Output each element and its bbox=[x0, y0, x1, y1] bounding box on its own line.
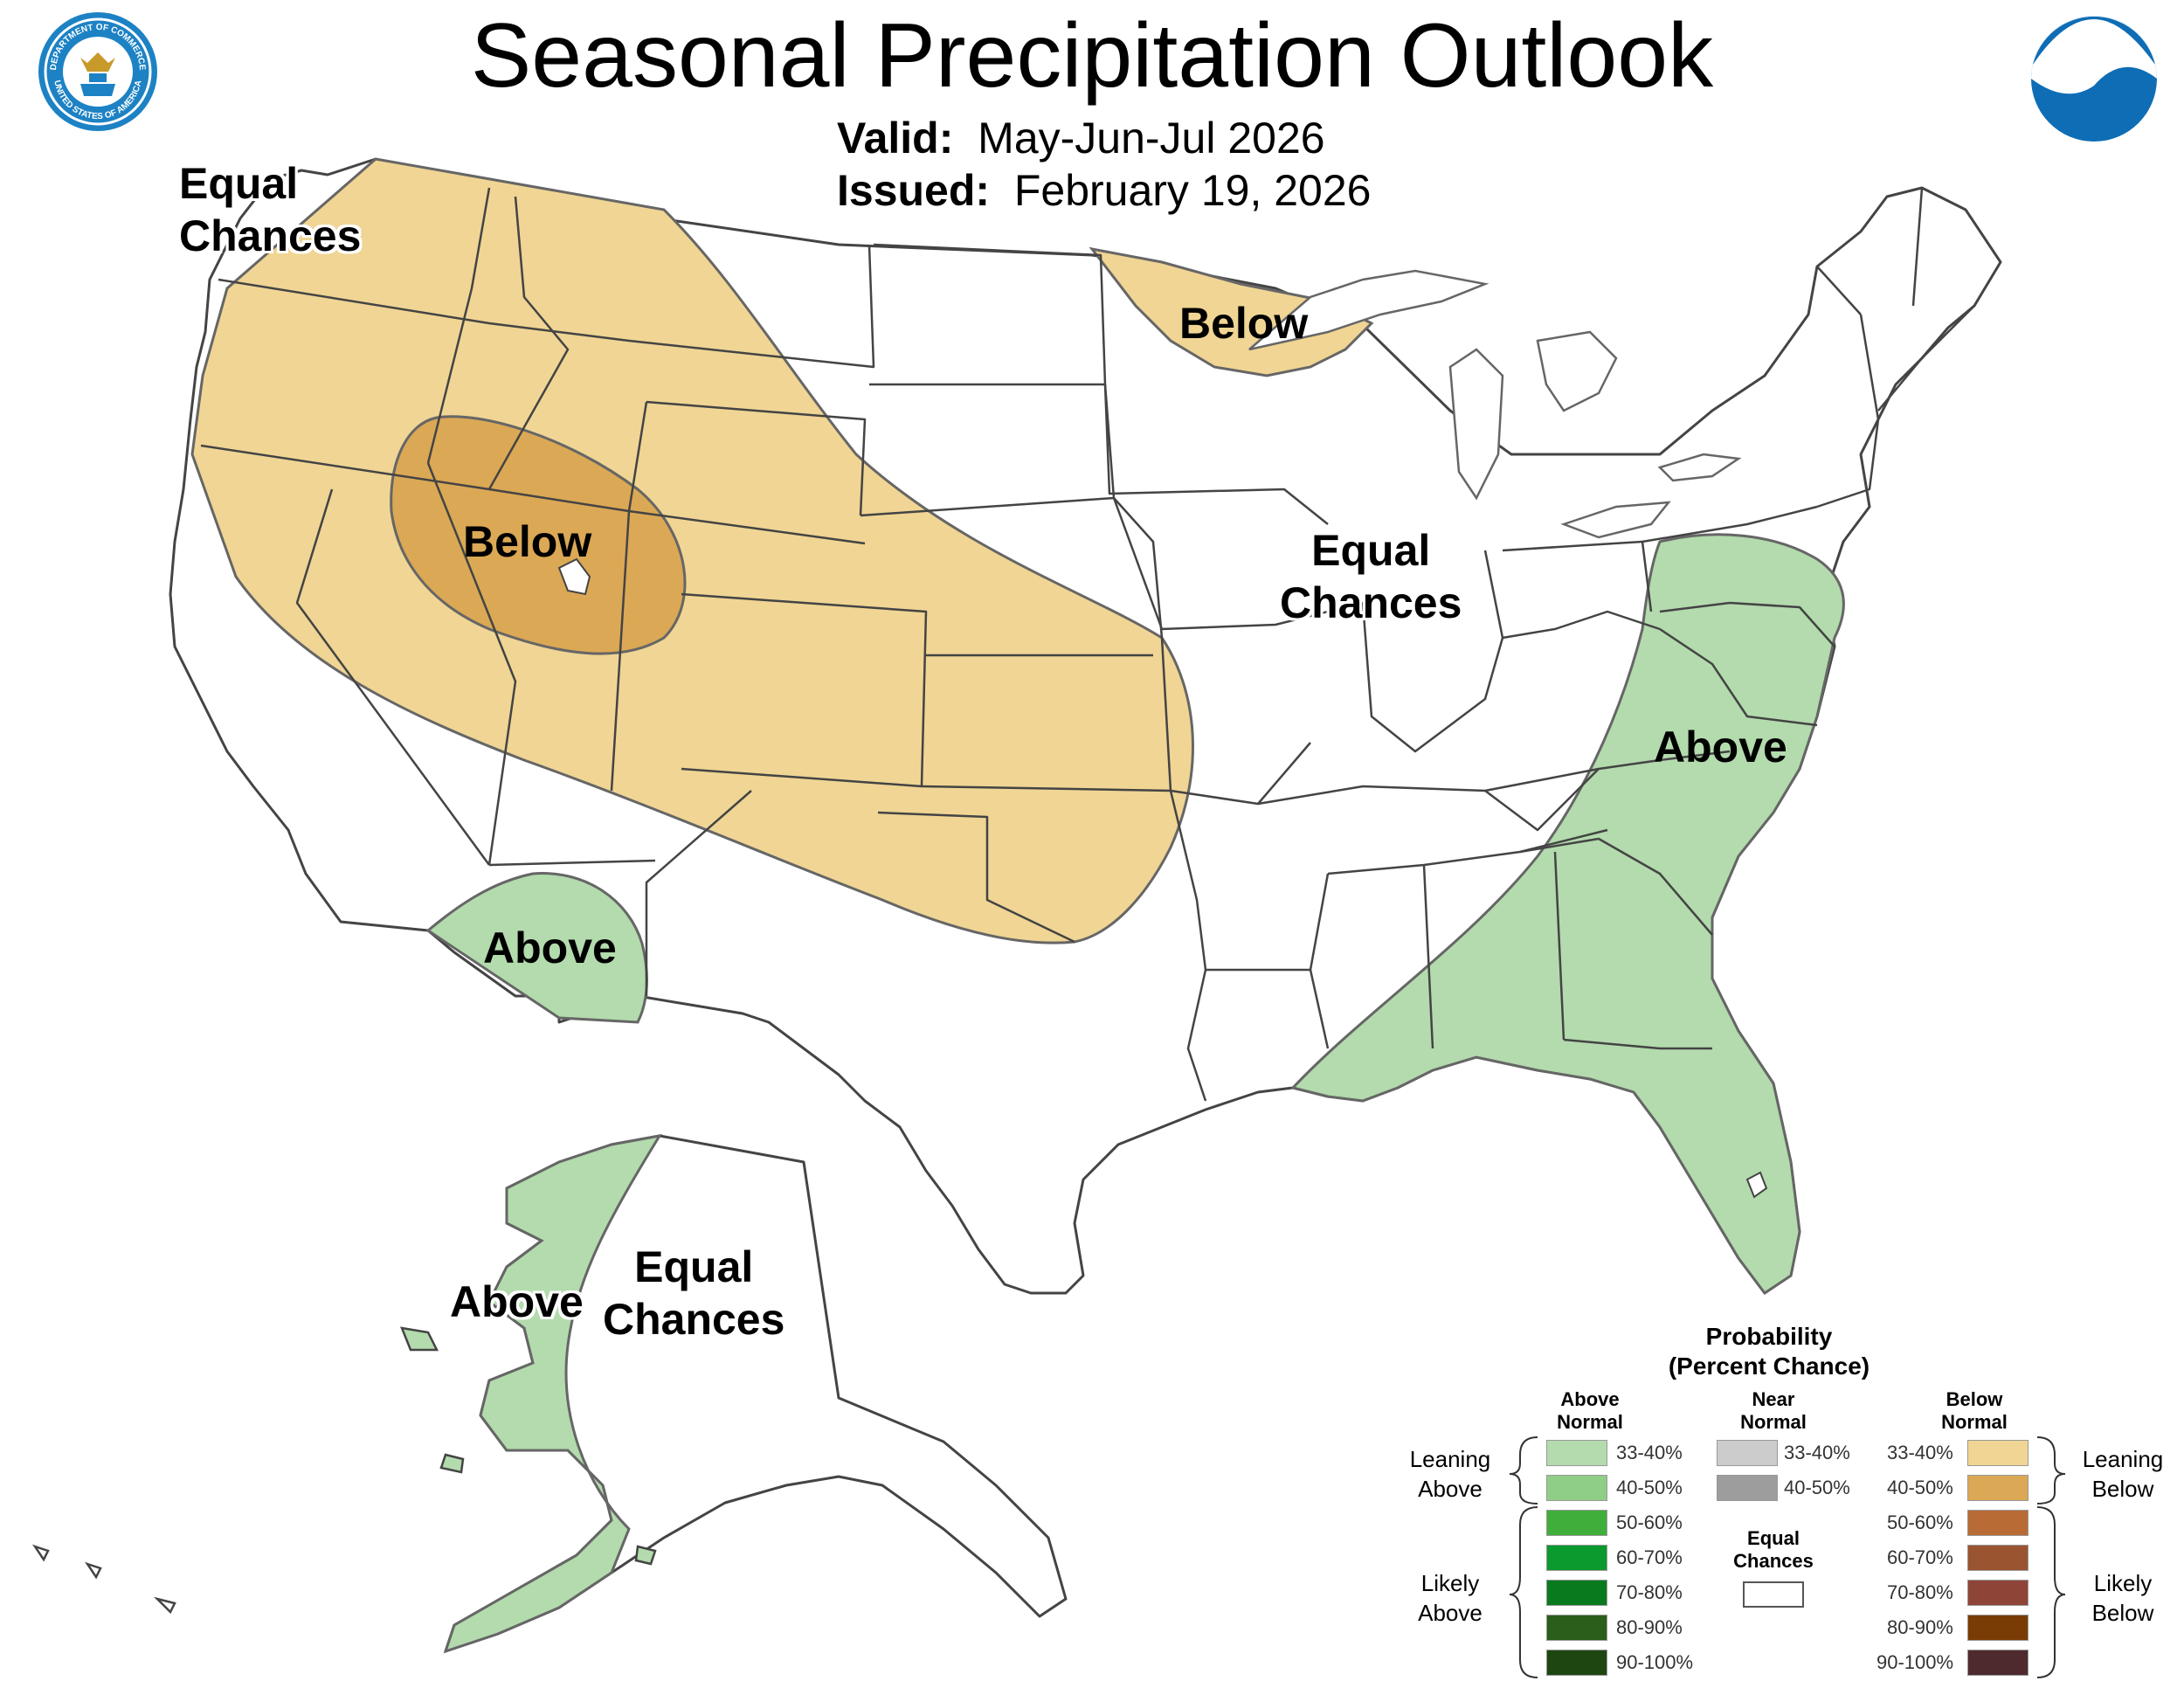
page-title: Seasonal Precipitation Outlook bbox=[470, 5, 1714, 107]
swatch-below-60-70 bbox=[1967, 1545, 2028, 1571]
swatch-below-90-100 bbox=[1967, 1650, 2028, 1676]
alaska-above-region bbox=[443, 1133, 663, 1654]
swatch-near-40-50 bbox=[1717, 1475, 1778, 1501]
west-below-region bbox=[190, 157, 1194, 944]
pct-above-80-90: 80-90% bbox=[1616, 1616, 1683, 1638]
legend-likely-above: Likely Above bbox=[1418, 1570, 1482, 1626]
valid-line: Valid: May-Jun-Jul 2026 bbox=[837, 112, 1325, 164]
legend-likely-below: Likely Below bbox=[2091, 1570, 2154, 1626]
pct-below-50-60: 50-60% bbox=[1887, 1512, 1953, 1533]
swatch-above-33-40 bbox=[1546, 1440, 1607, 1466]
pct-below-60-70: 60-70% bbox=[1887, 1546, 1953, 1568]
pct-below-33-40: 33-40% bbox=[1887, 1442, 1953, 1463]
swatch-above-90-100 bbox=[1546, 1650, 1607, 1676]
swatch-equal-chances bbox=[1743, 1581, 1804, 1608]
swatch-below-40-50 bbox=[1967, 1475, 2028, 1501]
great-lakes bbox=[1248, 269, 1742, 539]
east-above-region bbox=[1290, 533, 1845, 1296]
alaska-islands bbox=[31, 1326, 657, 1615]
noaa-logo-text: NOAA bbox=[2058, 45, 2130, 72]
label-sw-above: Above bbox=[483, 924, 617, 972]
label-nw-equal-chances: Equal Chances bbox=[179, 159, 362, 260]
legend-leaning-below: Leaning Below bbox=[2082, 1446, 2164, 1502]
swatch-below-80-90 bbox=[1967, 1615, 2028, 1641]
swatch-above-80-90 bbox=[1546, 1615, 1607, 1641]
state-boundaries bbox=[200, 187, 1975, 1102]
label-east-above: Above bbox=[1654, 723, 1787, 771]
swatch-above-50-60 bbox=[1546, 1510, 1607, 1536]
great-salt-lake bbox=[557, 557, 591, 596]
swatch-near-33-40 bbox=[1717, 1440, 1778, 1466]
valid-value: May-Jun-Jul 2026 bbox=[978, 114, 1325, 163]
department-of-commerce-seal-icon: DEPARTMENT OF COMMERCE UNITED STATES OF … bbox=[38, 12, 157, 131]
legend: Probability (Percent Chance) Above Normal … bbox=[1398, 1315, 2184, 1682]
legend-below-header: Below Normal bbox=[1941, 1388, 2008, 1433]
pct-below-70-80: 70-80% bbox=[1887, 1581, 1953, 1603]
pct-above-40-50: 40-50% bbox=[1616, 1477, 1683, 1498]
legend-leaning-above: Leaning Above bbox=[1409, 1446, 1491, 1502]
legend-above-header: Above Normal bbox=[1557, 1388, 1623, 1433]
swatch-below-50-60 bbox=[1967, 1510, 2028, 1536]
pct-near-33-40: 33-40% bbox=[1784, 1442, 1850, 1463]
pct-near-40-50: 40-50% bbox=[1784, 1477, 1850, 1498]
label-west-below: Below bbox=[463, 517, 592, 566]
legend-near-header: Near Normal bbox=[1740, 1388, 1807, 1433]
pct-above-70-80: 70-80% bbox=[1616, 1581, 1683, 1603]
pct-below-80-90: 80-90% bbox=[1887, 1616, 1953, 1638]
legend-equal-chances-label: Equal Chances bbox=[1733, 1527, 1814, 1572]
swatch-above-70-80 bbox=[1546, 1580, 1607, 1606]
swatch-below-33-40 bbox=[1967, 1440, 2028, 1466]
issued-value: February 19, 2026 bbox=[1013, 166, 1372, 215]
label-central-equal-chances: Equal Chances bbox=[1280, 526, 1462, 627]
north-below-region bbox=[1089, 246, 1374, 377]
issued-label: Issued: bbox=[837, 166, 991, 215]
pct-above-50-60: 50-60% bbox=[1616, 1512, 1683, 1533]
issued-line: Issued: February 19, 2026 bbox=[837, 164, 1371, 217]
pct-below-90-100: 90-100% bbox=[1876, 1651, 1954, 1673]
legend-title: Probability (Percent Chance) bbox=[1668, 1323, 1870, 1380]
pct-above-90-100: 90-100% bbox=[1616, 1651, 1694, 1673]
pct-above-60-70: 60-70% bbox=[1616, 1546, 1683, 1568]
swatch-below-70-80 bbox=[1967, 1580, 2028, 1606]
label-alaska-above: Above bbox=[450, 1277, 584, 1326]
swatch-above-60-70 bbox=[1546, 1545, 1607, 1571]
legend-braces bbox=[1509, 1436, 2066, 1678]
noaa-logo-icon: NOAA bbox=[2031, 16, 2157, 142]
west-below-core-region bbox=[390, 415, 687, 655]
label-alaska-equal-chances: Equal Chances bbox=[603, 1242, 785, 1344]
valid-label: Valid: bbox=[837, 114, 954, 163]
pct-below-40-50: 40-50% bbox=[1887, 1477, 1953, 1498]
lake-okeechobee bbox=[1745, 1171, 1768, 1199]
label-north-below: Below bbox=[1179, 299, 1309, 348]
swatch-above-40-50 bbox=[1546, 1475, 1607, 1501]
pct-above-33-40: 33-40% bbox=[1616, 1442, 1683, 1463]
